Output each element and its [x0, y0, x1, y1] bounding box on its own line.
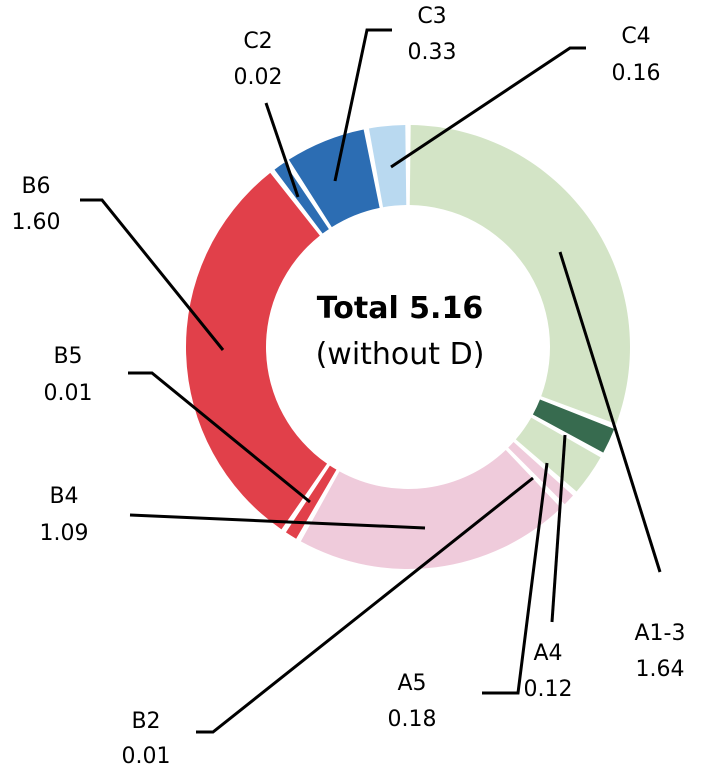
- slice-b2: [508, 442, 574, 505]
- slice-b5: [285, 465, 337, 539]
- slice-a4: [532, 399, 615, 453]
- donut-ring: [185, 125, 631, 570]
- leader-a13: [558, 251, 662, 573]
- slice-a13: [409, 125, 631, 424]
- label-a4: A4: [533, 641, 562, 666]
- leader-c3: [333, 28, 392, 182]
- label-b5: B5: [53, 344, 82, 369]
- slice-c2: [274, 162, 329, 234]
- value-a4: 0.12: [524, 677, 573, 702]
- value-c3: 0.33: [408, 40, 457, 65]
- leader-a5: [482, 462, 549, 695]
- center-title: Total 5.16: [317, 291, 483, 326]
- value-c2: 0.02: [234, 65, 283, 90]
- label-c2: C2: [243, 29, 272, 54]
- slice-a5: [515, 417, 601, 492]
- leader-a4: [550, 434, 567, 623]
- label-b2: B2: [131, 709, 160, 734]
- leader-c2: [264, 102, 300, 198]
- leader-b5: [128, 371, 311, 504]
- label-b6: B6: [21, 174, 50, 199]
- label-b4: B4: [49, 484, 78, 509]
- value-b6: 1.60: [12, 210, 61, 235]
- leader-b2: [196, 476, 534, 734]
- leader-c4: [390, 46, 586, 169]
- leader-lines: [80, 28, 662, 734]
- value-b5: 0.01: [44, 381, 93, 406]
- value-c4: 0.16: [612, 61, 661, 86]
- value-a5: 0.18: [388, 707, 437, 732]
- leader-b6: [80, 198, 225, 351]
- slice-c4: [368, 125, 407, 208]
- value-b4: 1.09: [40, 521, 89, 546]
- slice-labels: A1-3 1.64 A4 0.12 A5 0.18 B2 0.01 B4 1.09 B5 0.01 B6…: [12, 4, 686, 769]
- center-subtitle: (without D): [316, 337, 485, 372]
- slice-b6: [185, 172, 328, 530]
- label-a13: A1-3: [635, 621, 686, 646]
- value-a13: 1.64: [636, 657, 685, 682]
- value-b2: 0.01: [122, 744, 171, 769]
- leader-b4: [129, 513, 426, 530]
- label-a5: A5: [397, 671, 426, 696]
- label-c4: C4: [621, 24, 650, 49]
- label-c3: C3: [417, 4, 446, 29]
- slice-b4: [300, 449, 561, 570]
